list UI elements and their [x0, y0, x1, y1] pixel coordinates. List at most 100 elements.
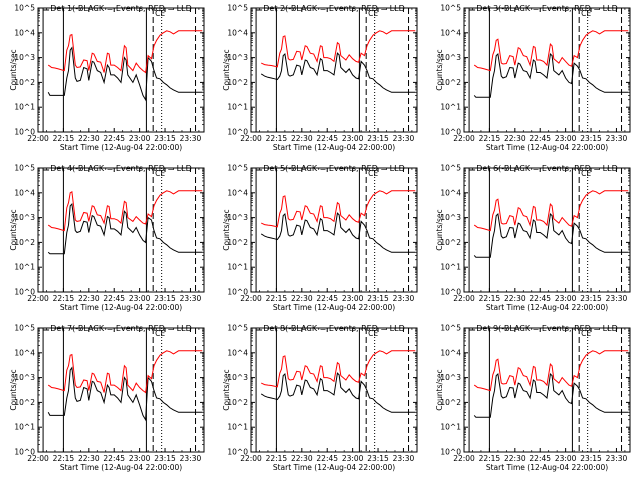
panel-6: Det 6(-BLACK = Events, RED = LLD 10^0 10^1…	[435, 164, 631, 312]
flag-label: CE	[581, 9, 591, 18]
panel-title: Det 4(-BLACK = Events, RED = LLD	[50, 164, 191, 173]
x-axis-label: Start Time (12-Aug-04 22:00:00)	[60, 143, 182, 152]
x-tick-label: 22:30	[504, 134, 526, 143]
y-tick-label: 10^3	[14, 373, 35, 382]
y-tick-label: 10^1	[14, 103, 35, 112]
x-tick-label: 22:45	[103, 294, 125, 303]
y-tick-label: 10^3	[227, 213, 248, 222]
x-tick-label: 23:15	[367, 294, 389, 303]
y-tick-label: 10^2	[14, 238, 35, 247]
events-series-line	[47, 46, 203, 102]
x-tick-label: 22:30	[291, 294, 313, 303]
x-tick-label: 23:30	[180, 134, 202, 143]
plot-frame	[37, 7, 205, 133]
x-tick-label: 23:30	[606, 454, 628, 463]
x-tick-label: 22:45	[103, 134, 125, 143]
x-tick-label: 22:30	[504, 294, 526, 303]
x-tick-label: 22:45	[529, 294, 551, 303]
panel-title: Det 6(-BLACK = Events, RED = LLD	[476, 164, 617, 173]
y-tick-label: 10^2	[227, 238, 248, 247]
x-axis-label: Start Time (12-Aug-04 22:00:00)	[486, 303, 608, 312]
y-tick-label: 10^4	[227, 188, 248, 197]
y-tick-label: 10^0	[227, 128, 248, 137]
x-axis-label: Start Time (12-Aug-04 22:00:00)	[273, 463, 395, 472]
x-tick-label: 23:00	[342, 294, 364, 303]
x-tick-label: 22:00	[453, 294, 475, 303]
x-tick-label: 22:15	[479, 134, 501, 143]
panel-title: Det 3(-BLACK = Events, RED = LLD	[476, 4, 617, 13]
y-tick-label: 10^1	[227, 103, 248, 112]
x-tick-label: 22:00	[27, 454, 49, 463]
x-tick-label: 22:45	[316, 294, 338, 303]
lld-series-line	[261, 30, 416, 68]
x-tick-label: 23:00	[129, 454, 151, 463]
plot-frame	[463, 167, 631, 293]
y-tick-label: 10^5	[14, 4, 35, 13]
x-tick-label: 23:15	[154, 134, 176, 143]
y-tick-label: 10^1	[14, 423, 35, 432]
events-series-line	[260, 212, 416, 253]
x-tick-label: 23:00	[129, 134, 151, 143]
y-tick-label: 10^0	[14, 128, 35, 137]
panel-title: Det 5(-BLACK = Events, RED = LLD	[263, 164, 404, 173]
x-axis-label: Start Time (12-Aug-04 22:00:00)	[486, 143, 608, 152]
y-tick-label: 10^2	[440, 238, 461, 247]
lld-series-line	[47, 30, 203, 74]
x-tick-label: 22:00	[27, 134, 49, 143]
y-tick-label: 10^3	[440, 213, 461, 222]
panel-title: Det 8(-BLACK = Events, RED = LLD	[263, 324, 404, 333]
y-tick-label: 10^0	[227, 448, 248, 457]
x-tick-label: 22:15	[266, 134, 288, 143]
y-axis-label: Counts/sec	[435, 209, 444, 250]
events-series-line	[260, 52, 416, 93]
y-tick-label: 10^4	[440, 348, 461, 357]
y-tick-label: 10^0	[14, 288, 35, 297]
panel-5: Det 5(-BLACK = Events, RED = LLD 10^0 10^1…	[222, 164, 418, 312]
lld-series-line	[47, 350, 203, 394]
x-tick-label: 23:00	[342, 454, 364, 463]
y-tick-label: 10^3	[227, 53, 248, 62]
x-tick-label: 23:30	[393, 294, 415, 303]
flag-label: CE	[155, 329, 165, 338]
x-tick-label: 22:45	[529, 454, 551, 463]
y-tick-label: 10^2	[227, 78, 248, 87]
panel-7: Det 7(-BLACK = Events, RED = LLD 10^0 10^1…	[9, 324, 205, 472]
panel-title: Det 1(-BLACK = Events, RED = LLD	[50, 4, 191, 13]
x-tick-label: 23:30	[393, 134, 415, 143]
y-tick-label: 10^3	[14, 53, 35, 62]
lld-series-line	[47, 190, 203, 232]
y-tick-label: 10^5	[440, 4, 461, 13]
x-tick-label: 23:30	[393, 454, 415, 463]
x-axis-label: Start Time (12-Aug-04 22:00:00)	[60, 303, 182, 312]
panel-2: Det 2(-BLACK = Events, RED = LLD 10^0 10^1…	[222, 4, 418, 152]
x-tick-label: 22:15	[266, 454, 288, 463]
x-tick-label: 22:00	[27, 294, 49, 303]
y-tick-label: 10^5	[227, 4, 248, 13]
y-tick-label: 10^4	[227, 28, 248, 37]
flag-label: CE	[581, 329, 591, 338]
x-axis-label: Start Time (12-Aug-04 22:00:00)	[273, 303, 395, 312]
y-tick-label: 10^3	[440, 373, 461, 382]
x-tick-label: 22:45	[316, 134, 338, 143]
y-tick-label: 10^0	[440, 448, 461, 457]
y-tick-label: 10^4	[14, 188, 35, 197]
y-tick-label: 10^1	[440, 423, 461, 432]
x-tick-label: 22:30	[291, 454, 313, 463]
y-tick-label: 10^3	[14, 213, 35, 222]
y-tick-label: 10^5	[227, 324, 248, 333]
x-tick-label: 23:30	[606, 294, 628, 303]
y-tick-label: 10^4	[227, 348, 248, 357]
panel-title: Det 9(-BLACK = Events, RED = LLD	[476, 324, 617, 333]
plot-frame	[37, 327, 205, 453]
x-tick-label: 23:15	[154, 454, 176, 463]
x-tick-label: 23:15	[367, 454, 389, 463]
y-axis-label: Counts/sec	[222, 209, 231, 250]
events-series-line	[473, 212, 629, 258]
x-tick-label: 23:15	[367, 134, 389, 143]
x-tick-label: 22:45	[316, 454, 338, 463]
x-tick-label: 23:15	[580, 454, 602, 463]
y-tick-label: 10^3	[227, 373, 248, 382]
x-axis-label: Start Time (12-Aug-04 22:00:00)	[273, 143, 395, 152]
events-series-line	[473, 372, 629, 418]
x-tick-label: 23:15	[580, 134, 602, 143]
